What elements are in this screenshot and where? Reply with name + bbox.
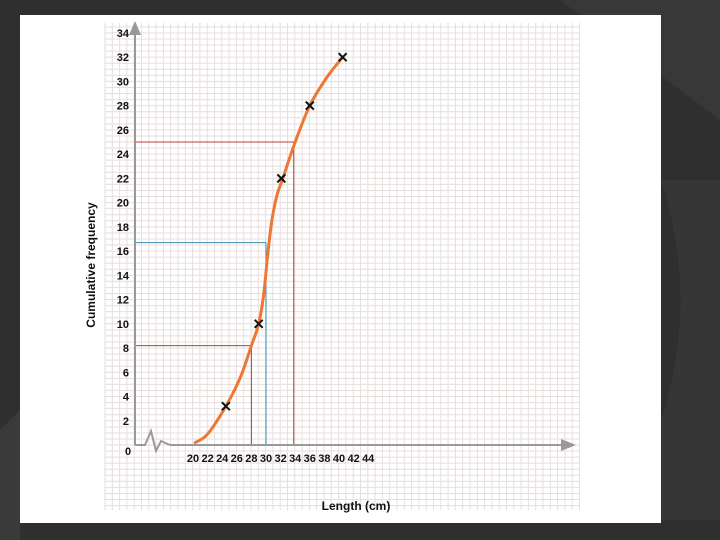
y-tick-label: 24 xyxy=(117,149,130,161)
x-axis-title: Length (cm) xyxy=(322,499,391,513)
x-tick-label: 30 xyxy=(260,453,272,465)
y-tick-label: 16 xyxy=(117,246,129,258)
x-tick-label: 22 xyxy=(201,453,213,465)
y-tick-label: 28 xyxy=(117,101,129,113)
y-tick-label: 30 xyxy=(117,76,129,88)
reading-lines xyxy=(135,141,295,445)
x-tick-label: 20 xyxy=(187,453,199,465)
x-tick-label: 28 xyxy=(245,453,257,465)
y-tick-label: 20 xyxy=(117,198,129,210)
x-tick-label: 40 xyxy=(333,453,345,465)
tick-labels: 20 22 24 26 28 30 32 34 36 38 40 42 4424681012141618… xyxy=(117,28,375,465)
x-tick-label: 24 xyxy=(216,453,229,465)
chart-panel: 20 22 24 26 28 30 32 34 36 38 40 42 44 2 4 6 8 10 12 14 16 18… xyxy=(20,15,661,523)
x-tick-label: 44 xyxy=(362,453,375,465)
data-markers xyxy=(221,52,348,411)
y-tick-label: 32 xyxy=(117,52,129,64)
x-tick-label: 38 xyxy=(318,453,330,465)
x-axis-arrow xyxy=(561,439,576,451)
data-point-marker xyxy=(276,173,287,184)
y-tick-label: 18 xyxy=(117,222,129,234)
y-tick-label: 12 xyxy=(117,295,129,307)
x-axis-break xyxy=(135,427,171,454)
data-point-marker xyxy=(221,401,231,411)
series-line xyxy=(193,55,345,445)
y-tick-label: 26 xyxy=(117,125,129,137)
y-tick-label: 8 xyxy=(123,343,129,355)
origin-label: 0 xyxy=(125,446,131,458)
y-tick-label: 22 xyxy=(117,173,129,185)
cumulative-frequency-chart: 20 22 24 26 28 30 32 34 36 38 40 42 4424681012141618… xyxy=(84,21,580,513)
x-tick-label: 42 xyxy=(347,453,359,465)
grid xyxy=(104,23,580,510)
curve-layer xyxy=(193,55,345,445)
y-axis-arrow xyxy=(129,21,141,35)
data-point-marker xyxy=(253,319,264,329)
data-point-marker xyxy=(305,100,315,111)
y-tick-label: 14 xyxy=(117,270,130,282)
x-tick-label: 26 xyxy=(231,453,243,465)
y-tick-label: 4 xyxy=(123,392,130,404)
x-tick-label: 34 xyxy=(289,453,302,465)
x-tick-label: 32 xyxy=(274,453,286,465)
y-tick-label: 10 xyxy=(117,319,129,331)
data-point-marker xyxy=(337,52,348,62)
x-tick-label: 36 xyxy=(304,453,316,465)
y-tick-label: 34 xyxy=(117,28,130,40)
y-tick-label: 2 xyxy=(123,416,129,428)
y-axis-title: Cumulative frequency xyxy=(84,202,98,328)
axes xyxy=(129,21,576,454)
y-tick-label: 6 xyxy=(123,367,129,379)
